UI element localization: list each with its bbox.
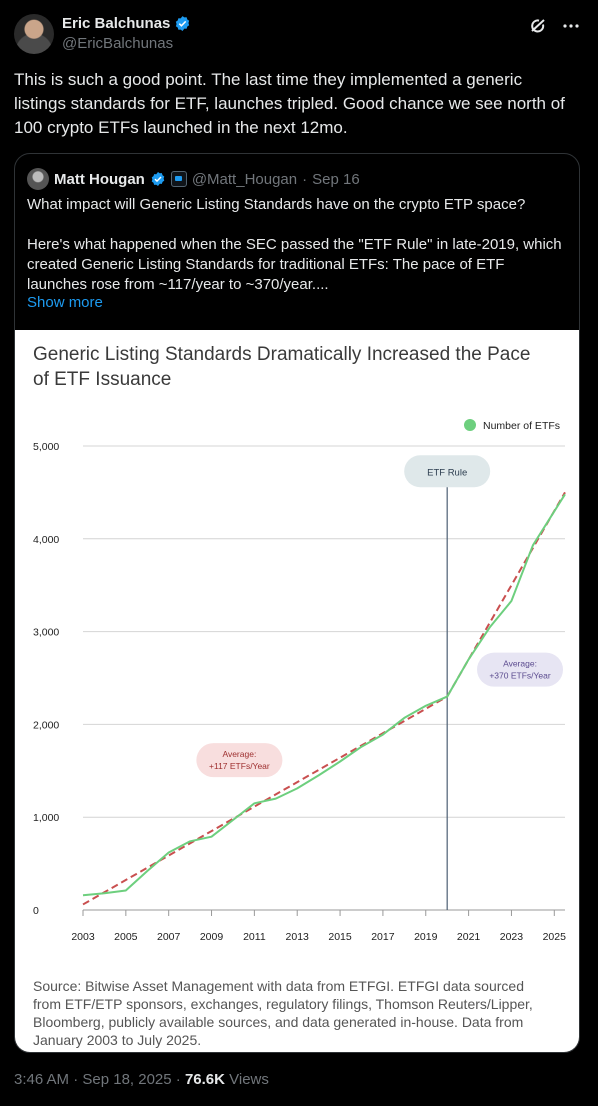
etf-rule-label: ETF Rule [427,467,467,478]
average-annotation-label: Average: [222,749,256,759]
quoted-paragraph-2: Here's what happened when the SEC passed… [27,236,562,293]
y-tick-label: 3,000 [33,627,59,639]
x-tick-label: 2005 [114,931,138,943]
author-name[interactable]: Eric Balchunas [62,15,171,32]
chart-source-line: from ETF/ETP sponsors, exchanges, regula… [33,996,533,1012]
timestamp[interactable]: 3:46 AM · Sep 18, 2025 · [14,1071,185,1088]
view-count: 76.6K [184,1071,225,1088]
average-annotation-value: +117 ETFs/Year [209,761,270,771]
grok-icon[interactable] [528,16,548,36]
quoted-author-name[interactable]: Matt Hougan [54,170,145,188]
author-avatar[interactable] [14,14,54,54]
x-tick-label: 2007 [157,931,181,943]
more-options-icon[interactable] [562,17,580,35]
x-tick-label: 2009 [200,931,224,943]
verified-badge-icon [176,16,190,31]
views-label: Views [224,1071,269,1088]
chart-image[interactable]: Generic Listing Standards Dramatically I… [15,330,579,1052]
quoted-verified-badge-icon [151,172,165,186]
tweet-footer: 3:46 AM · Sep 18, 2025 · 76.6K Views [14,1071,269,1088]
chart-source-line: Source: Bitwise Asset Management with da… [33,978,524,994]
x-tick-label: 2015 [328,931,352,943]
x-tick-label: 2025 [543,931,567,943]
quoted-tweet[interactable]: Matt Hougan @Matt_Hougan · Sep 16 What i… [14,153,580,1053]
series-line-number-of-etfs [82,493,566,897]
y-tick-label: 5,000 [33,441,59,453]
quoted-paragraph-1: What impact will Generic Listing Standar… [27,196,526,213]
quoted-author-handle: @Matt_Hougan [191,170,298,188]
quoted-text: What impact will Generic Listing Standar… [27,195,567,295]
etf-chart: Generic Listing Standards Dramatically I… [33,344,567,1048]
y-tick-label: 0 [33,905,39,917]
etf-rule-pill [404,455,491,488]
legend-label: Number of ETFs [483,420,560,432]
chart-title-line-1: Generic Listing Standards Dramatically I… [33,344,530,365]
x-tick-label: 2023 [500,931,524,943]
show-more-link[interactable]: Show more [27,294,103,311]
x-tick-label: 2011 [243,931,266,943]
chart-source-line: Bloomberg, publicly available sources, a… [33,1014,523,1030]
affiliation-badge-icon [170,171,187,187]
x-tick-label: 2021 [457,931,481,943]
author-name-row[interactable]: Eric Balchunas [62,15,191,32]
average-annotation-pill [196,743,283,778]
y-tick-label: 4,000 [33,534,59,546]
author-handle[interactable]: @EricBalchunas [62,35,174,52]
quoted-separator: · [302,170,308,188]
legend-marker [464,419,476,431]
quoted-avatar[interactable] [27,168,49,190]
average-annotation-pill [477,652,564,687]
x-tick-label: 2013 [286,931,310,943]
tweet-text: This is such a good point. The last time… [14,70,565,137]
quoted-header: Matt Hougan @Matt_Hougan · Sep 16 [27,168,360,190]
x-tick-label: 2019 [414,931,438,943]
chart-source-line: January 2003 to July 2025. [33,1032,201,1048]
chart-title-line-2: of ETF Issuance [33,369,171,390]
tweet-header: Eric Balchunas @EricBalchunas [14,14,584,58]
x-tick-label: 2017 [371,931,395,943]
author-info: Eric Balchunas @EricBalchunas [62,15,191,52]
average-annotation-value: +370 ETFs/Year [489,671,551,681]
y-tick-label: 1,000 [33,812,59,824]
y-tick-label: 2,000 [33,719,59,731]
x-tick-label: 2003 [71,931,95,943]
quoted-date: Sep 16 [312,170,360,188]
header-actions [528,16,580,36]
average-annotation-label: Average: [503,659,537,669]
